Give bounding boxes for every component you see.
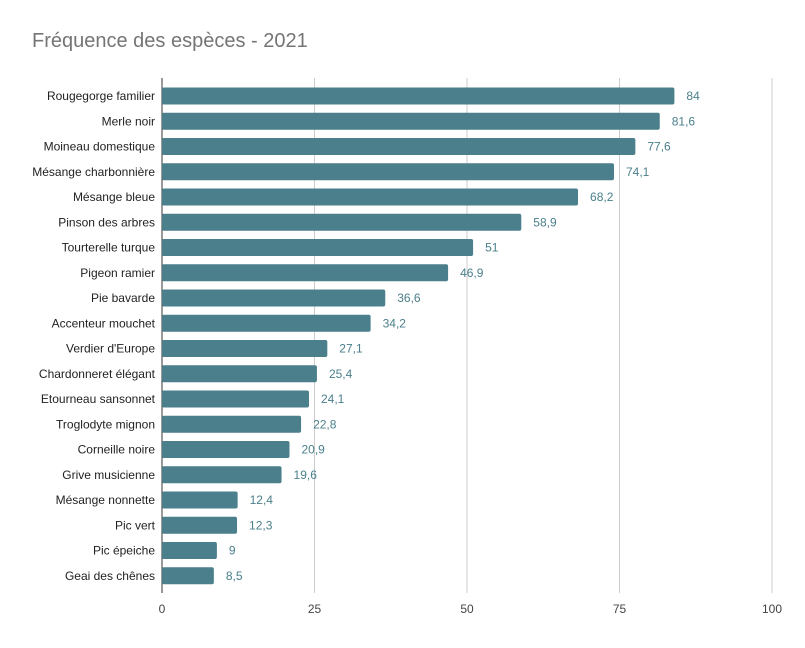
data-label: 77,6 <box>647 140 671 154</box>
chart-title: Fréquence des espèces - 2021 <box>32 30 308 52</box>
category-label: Geai des chênes <box>65 569 155 583</box>
data-label: 12,4 <box>250 493 274 507</box>
bar <box>162 87 675 105</box>
bar <box>162 163 615 181</box>
bar <box>162 567 214 585</box>
x-tick-label: 50 <box>460 602 474 616</box>
data-label: 51 <box>485 241 499 255</box>
bar <box>162 314 371 332</box>
x-tick-label: 100 <box>762 602 782 616</box>
data-label: 36,6 <box>397 291 421 305</box>
data-label: 24,1 <box>321 392 345 406</box>
data-label: 58,9 <box>533 215 557 229</box>
bar <box>162 239 474 256</box>
bar <box>162 491 238 509</box>
category-label: Merle noir <box>102 114 155 128</box>
x-tick-label: 0 <box>159 602 166 616</box>
category-label: Mésange charbonnière <box>32 165 155 179</box>
category-label: Pigeon ramier <box>80 266 155 280</box>
bar <box>162 112 660 130</box>
bar <box>162 264 449 282</box>
category-label: Pic vert <box>115 518 156 532</box>
category-label: Mésange bleue <box>73 190 155 204</box>
bar <box>162 213 522 231</box>
category-label: Rougegorge familier <box>47 89 155 103</box>
bar <box>162 390 310 408</box>
category-label: Grive musicienne <box>62 468 155 482</box>
bar <box>162 466 282 484</box>
x-tick-label: 25 <box>308 602 322 616</box>
data-label: 46,9 <box>460 266 484 280</box>
grid-lines <box>161 78 773 593</box>
data-label: 12,3 <box>249 518 273 532</box>
category-label: Chardonneret élégant <box>39 367 156 381</box>
bar <box>162 289 386 307</box>
category-label: Accenteur mouchet <box>52 316 156 330</box>
bar <box>162 542 217 559</box>
category-label: Tourterelle turque <box>62 241 156 255</box>
category-label: Troglodyte mignon <box>56 417 155 431</box>
bar <box>162 365 317 383</box>
category-label: Verdier d'Europe <box>66 342 155 356</box>
category-label: Moineau domestique <box>44 140 156 154</box>
data-label: 27,1 <box>339 342 363 356</box>
category-label: Mésange nonnette <box>56 493 156 507</box>
category-label: Etourneau sansonnet <box>41 392 156 406</box>
x-tick-label: 75 <box>613 602 627 616</box>
data-label: 8,5 <box>226 569 243 583</box>
data-label: 68,2 <box>590 190 614 204</box>
bars <box>162 87 675 585</box>
category-labels: Rougegorge familier Merle noir Moineau dom… <box>32 89 155 583</box>
data-label: 81,6 <box>672 114 696 128</box>
x-axis-ticks: 0 25 50 75 100 <box>159 602 783 616</box>
data-label: 25,4 <box>329 367 353 381</box>
category-label: Pinson des arbres <box>58 215 155 229</box>
data-label: 19,6 <box>294 468 318 482</box>
data-label: 20,9 <box>301 443 325 457</box>
bar <box>162 138 636 155</box>
data-label: 9 <box>229 544 236 558</box>
category-label: Corneille noire <box>78 443 156 457</box>
bar <box>162 340 328 357</box>
bar <box>162 516 238 534</box>
data-label: 22,8 <box>313 417 337 431</box>
bar <box>162 415 302 433</box>
data-label: 84 <box>686 89 700 103</box>
bar <box>162 188 579 206</box>
bar <box>162 441 290 458</box>
data-label: 74,1 <box>626 165 650 179</box>
data-label: 34,2 <box>383 316 407 330</box>
category-label: Pic épeiche <box>93 544 155 558</box>
category-label: Pie bavarde <box>91 291 155 305</box>
